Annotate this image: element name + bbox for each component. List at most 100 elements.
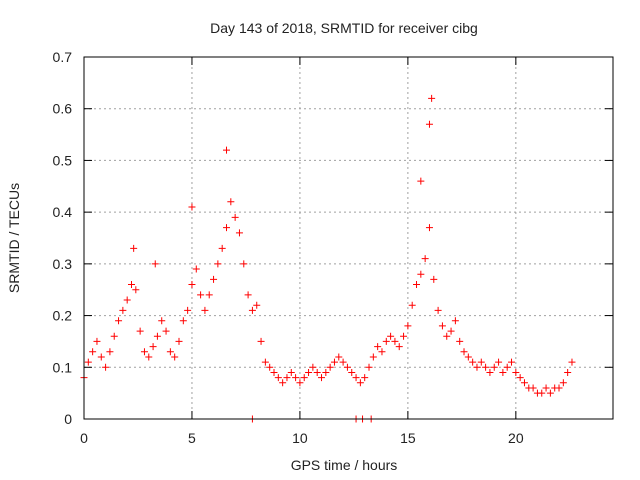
data-point [378, 348, 386, 356]
data-point [516, 374, 524, 382]
data-point [508, 358, 516, 366]
data-point [171, 353, 179, 361]
data-point [374, 343, 382, 351]
data-point [395, 343, 403, 351]
data-point [322, 368, 330, 376]
data-point [140, 348, 148, 356]
data-point [356, 379, 364, 387]
data-point [520, 379, 528, 387]
data-point [309, 363, 317, 371]
data-point [145, 353, 153, 361]
y-tick-label: 0.1 [53, 359, 73, 375]
data-point [421, 255, 429, 263]
data-point [279, 379, 287, 387]
data-point [417, 270, 425, 278]
data-point [382, 337, 390, 345]
data-point [248, 306, 256, 314]
data-point [283, 374, 291, 382]
data-point [400, 332, 408, 340]
data-point [546, 389, 554, 397]
peak-point [425, 120, 433, 128]
x-tick-label: 20 [508, 430, 524, 446]
peak-point [151, 260, 159, 268]
peak-point [417, 177, 425, 185]
data-point [343, 363, 351, 371]
data-point [231, 213, 239, 221]
data-point [166, 348, 174, 356]
data-point [162, 327, 170, 335]
data-point [210, 275, 218, 283]
data-point [292, 374, 300, 382]
x-tick-label: 15 [400, 430, 416, 446]
y-axis-label: SRMTID / TECUs [6, 183, 22, 293]
data-point [499, 368, 507, 376]
data-point [110, 332, 118, 340]
data-point [490, 363, 498, 371]
data-point [89, 348, 97, 356]
data-point [555, 384, 563, 392]
x-tick-label: 5 [188, 430, 196, 446]
data-point [477, 358, 485, 366]
data-point [235, 229, 243, 237]
data-point [387, 332, 395, 340]
data-point [464, 353, 472, 361]
data-point [223, 224, 231, 232]
data-point [339, 358, 347, 366]
data-point [564, 368, 572, 376]
data-point [369, 353, 377, 361]
data-point [425, 224, 433, 232]
y-tick-label: 0 [64, 411, 72, 427]
data-point [438, 322, 446, 330]
data-point [128, 281, 136, 289]
chart-title: Day 143 of 2018, SRMTID for receiver cib… [210, 20, 478, 36]
data-point [296, 379, 304, 387]
data-point [538, 389, 546, 397]
data-point [456, 337, 464, 345]
data-point [274, 374, 282, 382]
data-point [175, 337, 183, 345]
peak-point [428, 94, 436, 102]
data-point [300, 374, 308, 382]
y-tick-label: 0.7 [53, 49, 73, 65]
plot-frame [83, 56, 614, 420]
data-point [391, 337, 399, 345]
data-point [503, 363, 511, 371]
data-point [188, 281, 196, 289]
data-point [240, 260, 248, 268]
data-point [568, 358, 576, 366]
data-point [270, 368, 278, 376]
peak-point [223, 146, 231, 154]
data-point [318, 374, 326, 382]
data-point [119, 306, 127, 314]
data-point [469, 358, 477, 366]
data-point [305, 368, 313, 376]
data-point [123, 296, 131, 304]
data-point [93, 337, 101, 345]
data-point [136, 327, 144, 335]
y-tick-label: 0.6 [53, 101, 73, 117]
data-point [97, 353, 105, 361]
data-point [443, 332, 451, 340]
data-point [115, 317, 123, 325]
data-point [559, 379, 567, 387]
data-point [287, 368, 295, 376]
data-point [214, 260, 222, 268]
data-point [447, 327, 455, 335]
data-point [205, 291, 213, 299]
x-tick-label: 0 [80, 430, 88, 446]
data-point [192, 265, 200, 273]
gridlines [84, 57, 613, 419]
data-point [261, 358, 269, 366]
y-tick-label: 0.4 [53, 204, 73, 220]
data-point [529, 384, 537, 392]
data-point [486, 368, 494, 376]
data-points [80, 94, 576, 423]
data-point [451, 317, 459, 325]
data-point [184, 306, 192, 314]
data-point [257, 337, 265, 345]
data-point [361, 374, 369, 382]
data-point [512, 368, 520, 376]
data-point [330, 358, 338, 366]
data-point [266, 363, 274, 371]
